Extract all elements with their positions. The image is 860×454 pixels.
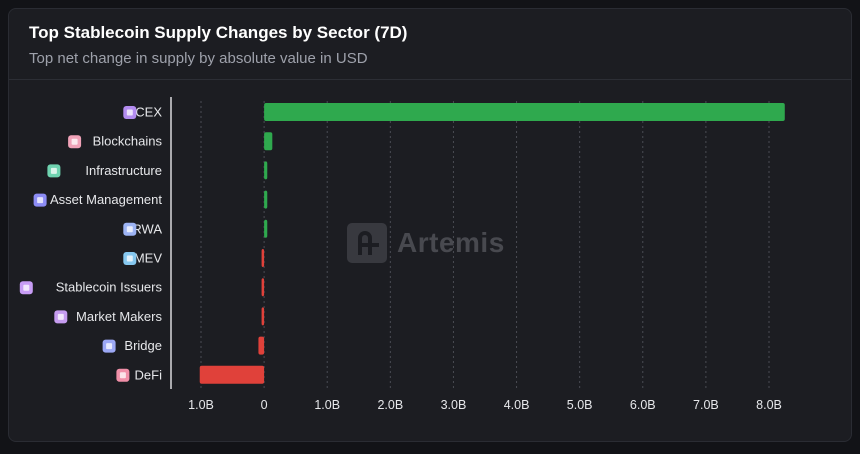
bar-chart: 1.0B 0 1.0B 2.0B 3.0B 4.0B 5.0B 6.0B 7.0B 8.0B CEX… [19, 97, 785, 412]
bar-mev [261, 249, 265, 267]
chart-title: Top Stablecoin Supply Changes by Sector … [29, 23, 408, 42]
bar-infrastructure [264, 161, 268, 180]
icon-glyph [23, 284, 30, 291]
chart-subtitle: Top net change in supply by absolute val… [29, 50, 368, 67]
icon-glyph [57, 313, 64, 320]
x-tick-label: 7.0B [693, 398, 719, 412]
x-tick-label: 6.0B [630, 398, 656, 412]
chart-card: Top Stablecoin Supply Changes by Sector … [8, 8, 852, 442]
category-label: DeFi [135, 367, 163, 382]
bar-rwa [264, 219, 268, 238]
category-label: Infrastructure [85, 163, 162, 178]
bar-cex [264, 103, 785, 121]
category-label: Asset Management [50, 192, 162, 207]
x-tick-label: 1.0B [314, 398, 340, 412]
category-label: Stablecoin Issuers [56, 280, 163, 295]
category-label: Blockchains [93, 134, 163, 149]
x-tick-label: 2.0B [377, 398, 403, 412]
bar-market-makers [261, 307, 265, 326]
icon-glyph [37, 197, 44, 204]
category-label: CEX [135, 105, 162, 120]
category-label: RWA [132, 221, 162, 236]
x-tick-label: 4.0B [504, 398, 530, 412]
category-label: Market Makers [76, 309, 162, 324]
bar-bridge [258, 336, 265, 355]
x-tick-label: 1.0B [188, 398, 214, 412]
icon-glyph [119, 372, 126, 379]
x-tick-label: 3.0B [441, 398, 467, 412]
category-label: MEV [134, 251, 163, 266]
icon-glyph [126, 255, 133, 262]
icon-glyph [126, 109, 133, 116]
bar-stablecoin-issuers [261, 278, 265, 297]
x-tick-label: 0 [261, 398, 268, 412]
icon-glyph [50, 167, 57, 174]
header-divider [9, 79, 851, 80]
icon-glyph [106, 343, 113, 350]
icon-glyph [126, 226, 133, 233]
category-label: Bridge [124, 338, 162, 353]
x-tick-label: 5.0B [567, 398, 593, 412]
bar-blockchains [264, 132, 273, 151]
x-tick-label: 8.0B [756, 398, 782, 412]
bar-asset-management [264, 190, 268, 209]
icon-glyph [71, 138, 78, 145]
bar-defi [199, 365, 265, 384]
